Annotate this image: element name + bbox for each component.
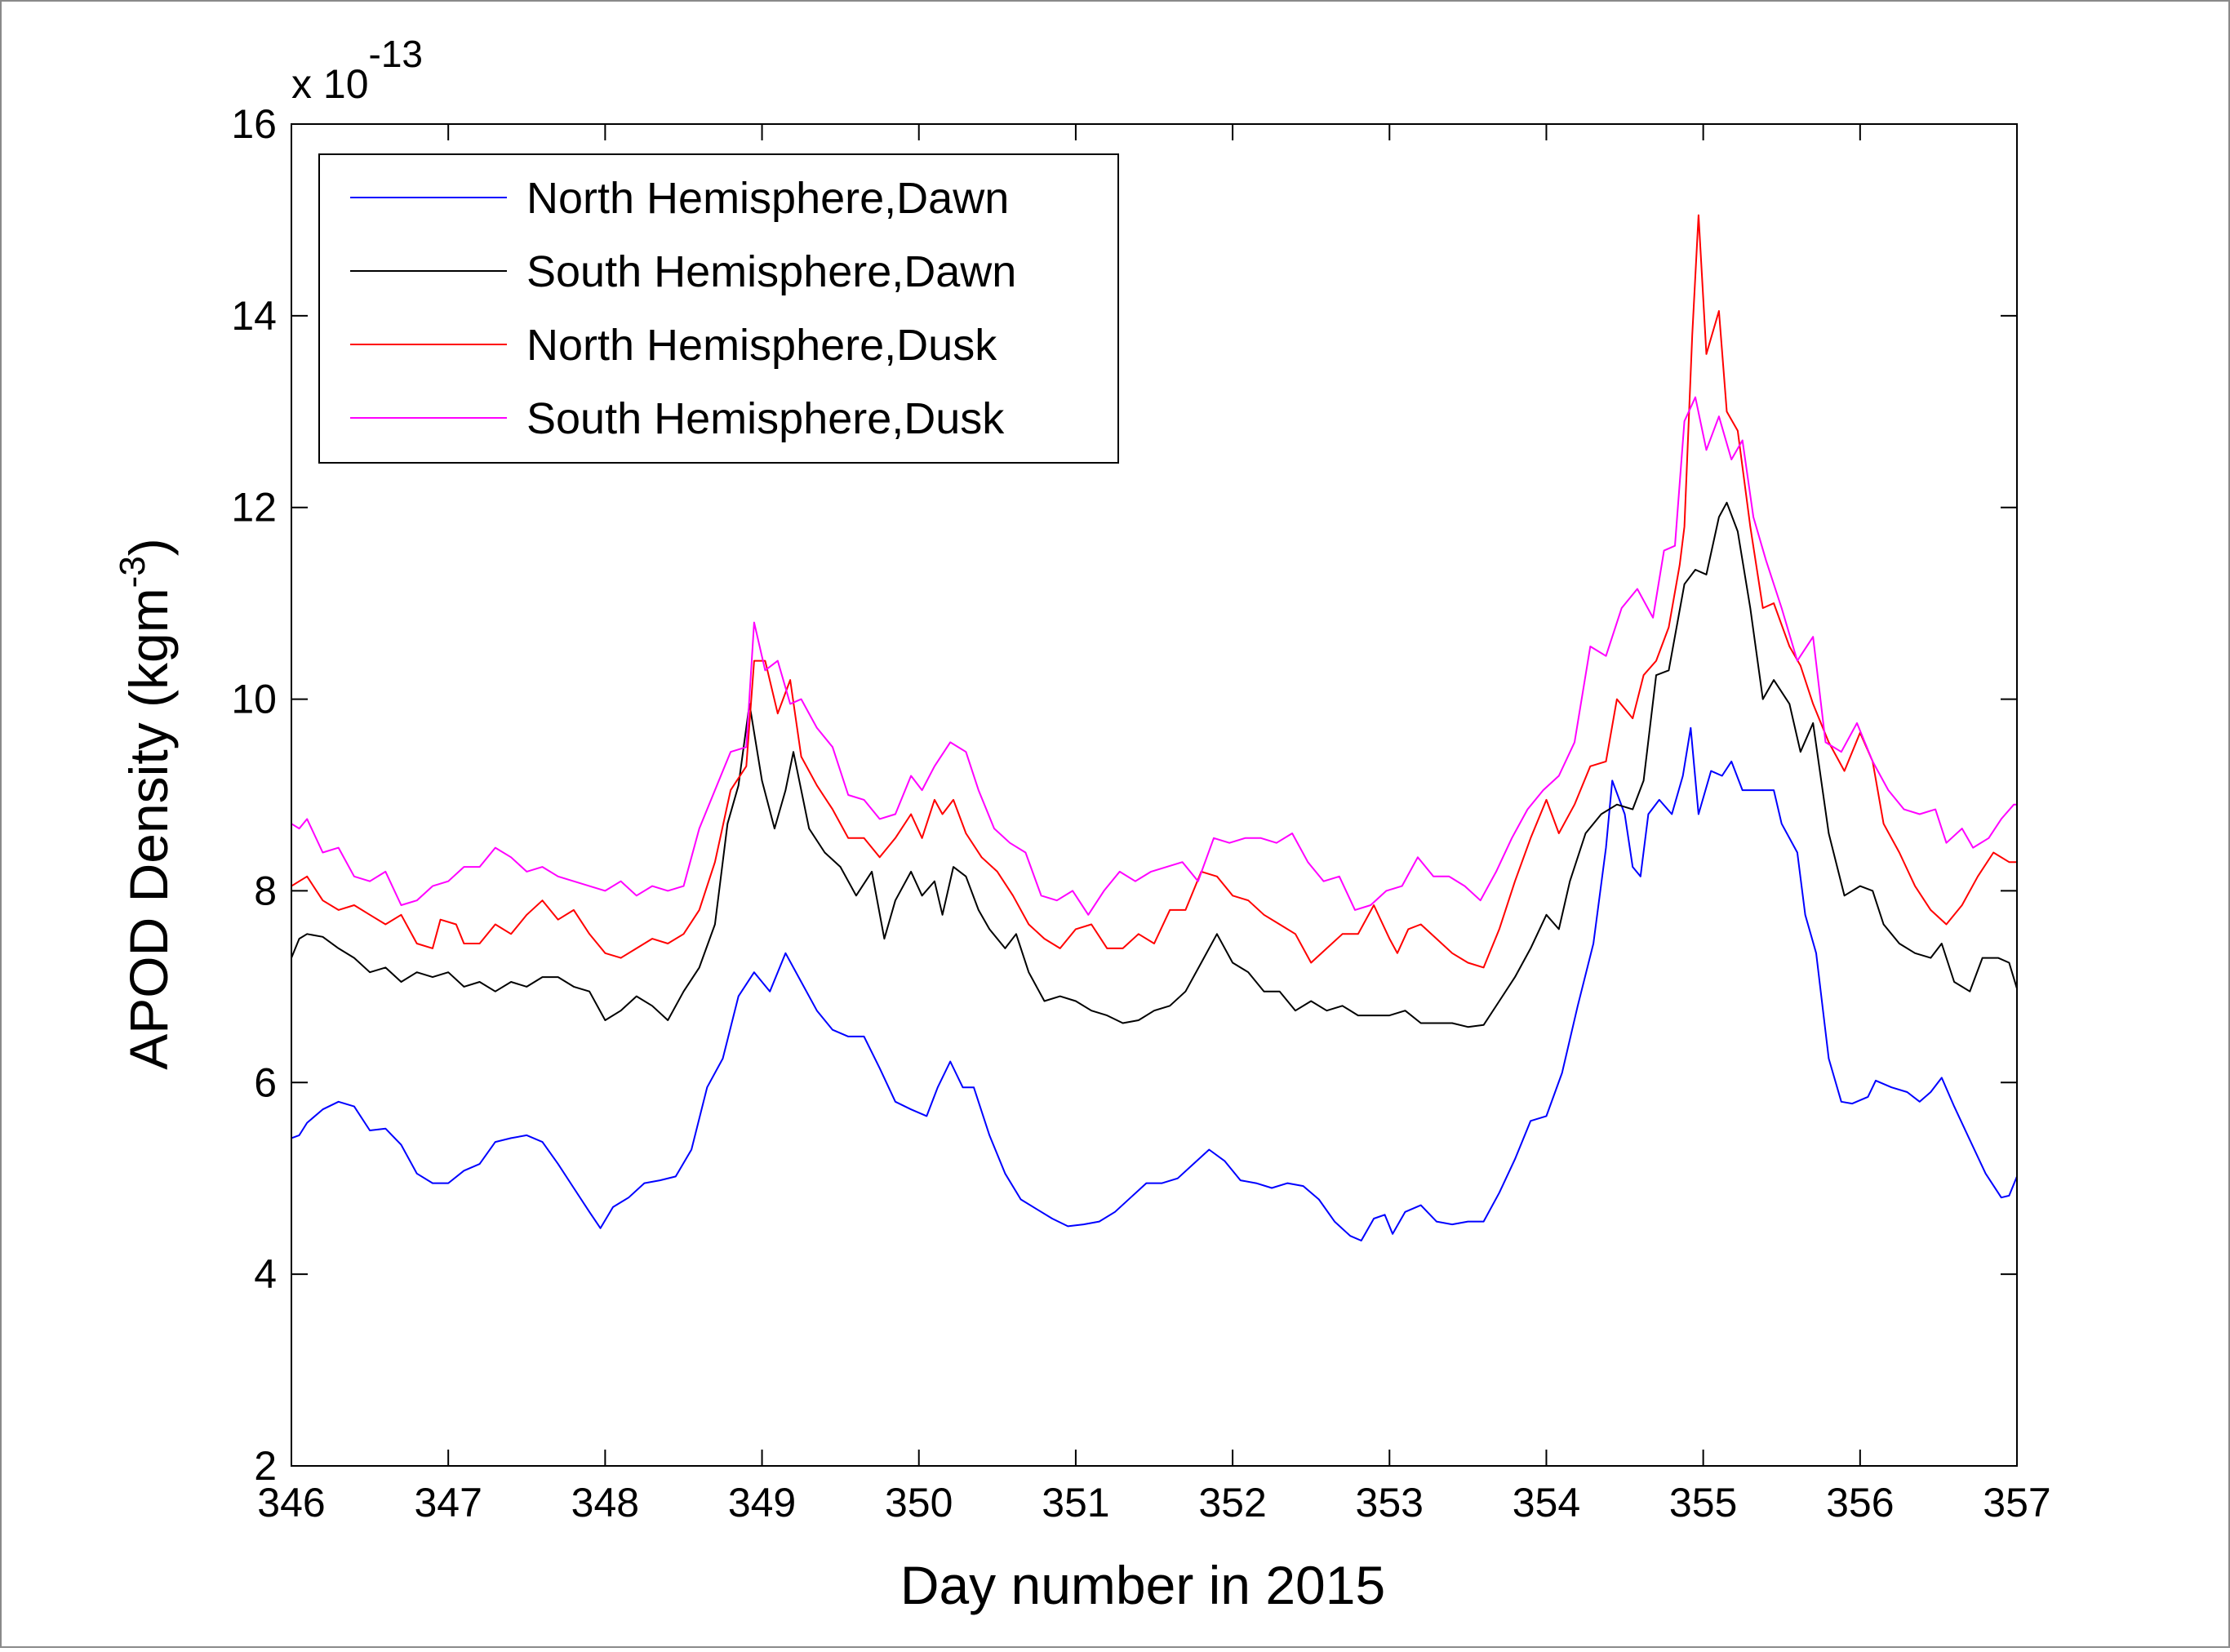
y-axis-title-close: ) xyxy=(118,538,179,556)
y-axis-multiplier-base: x 10 xyxy=(291,61,369,107)
x-tick-label-347: 347 xyxy=(414,1480,482,1525)
y-tick-label-10: 10 xyxy=(231,677,277,722)
legend-label-2: South Hemisphere,Dawn xyxy=(526,247,1016,296)
x-tick-label-352: 352 xyxy=(1198,1480,1266,1525)
x-tick-label-354: 354 xyxy=(1513,1480,1580,1525)
y-axis-multiplier: x 10-13 xyxy=(291,33,423,107)
x-tick-label-349: 349 xyxy=(728,1480,796,1525)
x-axis-title: Day number in 2015 xyxy=(900,1555,1385,1615)
legend-box xyxy=(318,153,1119,464)
x-tick-label-351: 351 xyxy=(1042,1480,1109,1525)
series-lines xyxy=(291,214,2018,1241)
legend: North Hemisphere,Dawn South Hemisphere,Da… xyxy=(318,153,1119,464)
y-axis-multiplier-exponent: -13 xyxy=(369,33,423,75)
y-tick-label-6: 6 xyxy=(254,1059,277,1105)
x-tick-label-356: 356 xyxy=(1826,1480,1894,1525)
legend-label-3: North Hemisphere,Dusk xyxy=(526,321,997,370)
y-tick-label-2: 2 xyxy=(254,1443,277,1489)
x-tick-label-357: 357 xyxy=(1983,1480,2050,1525)
series-line-1 xyxy=(291,726,2018,1241)
series-line-2 xyxy=(291,501,2018,1028)
legend-label-1: North Hemisphere,Dawn xyxy=(526,174,1009,223)
y-tick-label-8: 8 xyxy=(254,868,277,913)
axes-box xyxy=(291,123,2018,1467)
series-line-4 xyxy=(291,396,2017,916)
y-tick-label-4: 4 xyxy=(254,1251,277,1297)
x-tick-label-350: 350 xyxy=(885,1480,953,1525)
x-tick-label-346: 346 xyxy=(257,1480,325,1525)
axes: 346 347 348 349 350 351 352 353 354 355 356 357 2 4 6 8… xyxy=(231,101,2050,1525)
x-tick-label-353: 353 xyxy=(1356,1480,1424,1525)
y-axis-title: APOD Density (kgm-3) xyxy=(113,538,179,1070)
x-tick-label-355: 355 xyxy=(1669,1480,1737,1525)
y-tick-label-12: 12 xyxy=(231,485,277,531)
y-axis-title-main: APOD Density (kgm xyxy=(118,588,179,1069)
y-tick-label-14: 14 xyxy=(231,293,277,339)
legend-label-4: South Hemisphere,Dusk xyxy=(526,394,1005,443)
series-line-3 xyxy=(291,214,2017,969)
y-axis-title-superscript: -3 xyxy=(113,556,153,588)
y-tick-label-16: 16 xyxy=(231,101,277,147)
x-tick-label-348: 348 xyxy=(571,1480,639,1525)
